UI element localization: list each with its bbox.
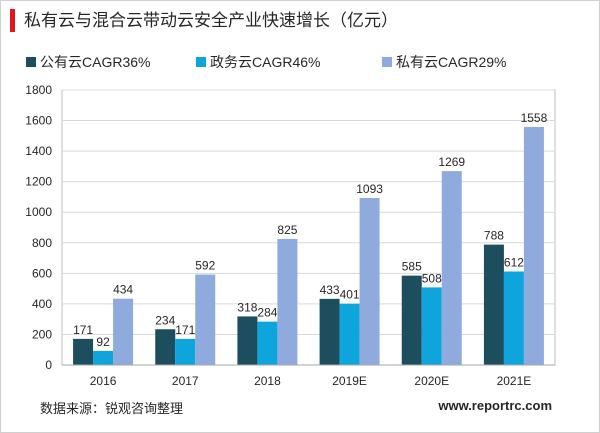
- y-tick-label: 1600: [25, 114, 52, 128]
- data-label: 433: [320, 283, 340, 297]
- title-accent-bar: [10, 9, 15, 32]
- bar: [113, 298, 134, 365]
- legend-item-private-cloud: 私有云CAGR29%: [382, 54, 506, 70]
- y-tick-label: 200: [32, 327, 52, 341]
- bar: [421, 287, 442, 365]
- bar: [73, 338, 94, 365]
- legend-item-gov-cloud: 政务云CAGR46%: [196, 54, 320, 70]
- data-label: 234: [155, 313, 175, 327]
- y-tick-label: 1200: [25, 175, 52, 189]
- legend-label-public-cloud: 公有云CAGR36%: [40, 54, 151, 70]
- data-source: 数据来源：锐观咨询整理: [40, 401, 184, 416]
- data-label: 284: [257, 306, 277, 320]
- bar: [483, 244, 504, 365]
- bar: [441, 171, 462, 365]
- bar: [175, 338, 196, 365]
- y-tick-label: 800: [32, 236, 52, 250]
- bar: [93, 350, 114, 365]
- y-tick-label: 1000: [25, 205, 52, 219]
- y-tick-label: 1400: [25, 144, 52, 158]
- chart-title: 私有云与混合云带动云安全产业快速增长（亿元）: [24, 11, 398, 30]
- bar: [277, 238, 298, 365]
- data-label: 585: [402, 260, 422, 274]
- bar: [401, 275, 422, 365]
- legend-label-gov-cloud: 政务云CAGR46%: [210, 54, 321, 70]
- x-tick-label: 2017: [172, 374, 199, 388]
- data-label: 1093: [356, 182, 383, 196]
- legend-swatch-public-cloud: [26, 57, 36, 67]
- data-label: 1269: [438, 155, 465, 169]
- x-tick-label: 2016: [90, 374, 117, 388]
- data-label: 434: [113, 283, 133, 297]
- data-label: 171: [73, 323, 93, 337]
- data-label: 171: [175, 323, 195, 337]
- data-label: 318: [237, 300, 257, 314]
- bar: [257, 321, 278, 365]
- y-tick-label: 1800: [25, 83, 52, 97]
- data-label: 1558: [521, 111, 548, 125]
- data-label: 401: [340, 288, 360, 302]
- x-tick-label: 2020E: [414, 374, 449, 388]
- plot-area: [61, 89, 556, 366]
- data-label: 612: [504, 256, 524, 270]
- bar: [503, 271, 524, 365]
- y-tick-label: 0: [45, 358, 52, 372]
- legend-swatch-gov-cloud: [196, 57, 206, 67]
- bar: [339, 303, 360, 365]
- legend-swatch-private-cloud: [382, 57, 392, 67]
- bar: [155, 329, 176, 365]
- data-label: 788: [484, 229, 504, 243]
- website-url: www.reportrc.com: [438, 398, 552, 413]
- bar: [237, 316, 258, 365]
- legend-label-private-cloud: 私有云CAGR29%: [396, 54, 507, 70]
- x-tick-label: 2019E: [332, 374, 367, 388]
- y-tick-label: 400: [32, 297, 52, 311]
- bar: [319, 298, 340, 365]
- data-label: 92: [96, 335, 110, 349]
- bar: [523, 126, 544, 365]
- data-label: 508: [422, 271, 442, 285]
- y-tick-label: 600: [32, 266, 52, 280]
- x-tick-label: 2018: [254, 374, 281, 388]
- legend-item-public-cloud: 公有云CAGR36%: [26, 54, 150, 70]
- data-label: 825: [277, 223, 297, 237]
- bar: [359, 198, 380, 365]
- x-tick-label: 2021E: [497, 374, 532, 388]
- data-label: 592: [195, 259, 215, 273]
- bar: [195, 274, 216, 365]
